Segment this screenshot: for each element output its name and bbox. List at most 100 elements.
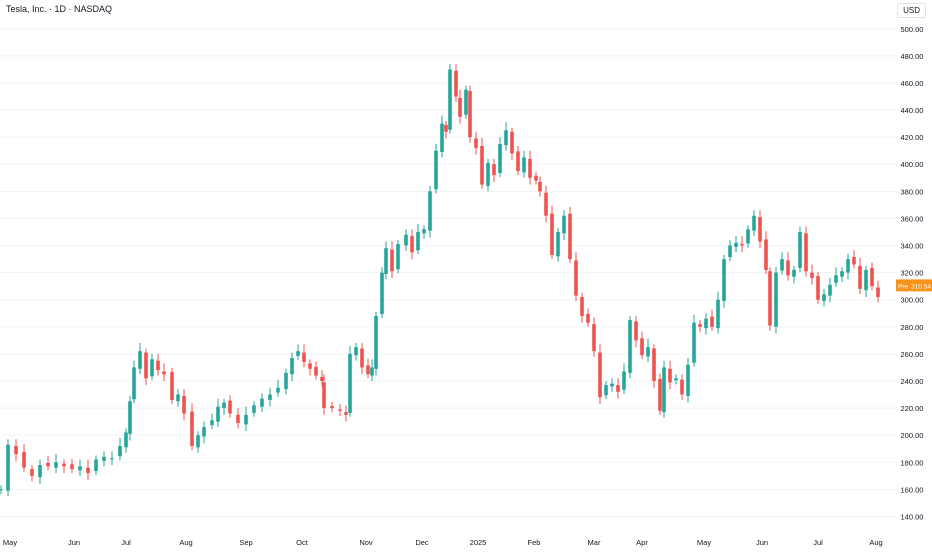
candle-body[interactable] (556, 231, 560, 257)
candle-body[interactable] (86, 467, 90, 474)
candle-body[interactable] (464, 89, 468, 115)
candle-body[interactable] (156, 360, 160, 371)
candle-body[interactable] (616, 385, 620, 392)
candle-body[interactable] (822, 294, 826, 302)
candle-body[interactable] (434, 150, 438, 190)
candle-body[interactable] (634, 321, 638, 341)
candle-body[interactable] (210, 420, 214, 426)
candle-body[interactable] (870, 267, 874, 287)
candle-body[interactable] (528, 158, 532, 178)
candle-body[interactable] (308, 363, 312, 369)
candle-body[interactable] (846, 259, 850, 273)
candle-body[interactable] (580, 296, 584, 316)
candle-body[interactable] (380, 272, 384, 314)
candle-body[interactable] (276, 387, 280, 393)
candle-body[interactable] (150, 359, 154, 377)
candle-body[interactable] (680, 379, 684, 395)
candle-body[interactable] (550, 213, 554, 256)
candle-body[interactable] (786, 260, 790, 276)
candle-body[interactable] (38, 464, 42, 478)
candle-body[interactable] (734, 242, 738, 247)
candle-body[interactable] (674, 378, 678, 381)
candle-body[interactable] (440, 123, 444, 153)
candle-body[interactable] (370, 367, 374, 376)
candle-body[interactable] (422, 229, 426, 234)
candle-body[interactable] (118, 446, 122, 457)
candle-body[interactable] (196, 435, 200, 448)
candle-body[interactable] (652, 348, 656, 381)
candle-body[interactable] (366, 365, 370, 375)
candle-body[interactable] (314, 366, 318, 376)
candle-body[interactable] (138, 351, 142, 369)
candle-body[interactable] (322, 382, 326, 409)
candle-body[interactable] (568, 213, 572, 260)
candle-body[interactable] (516, 151, 520, 172)
candle-body[interactable] (804, 233, 808, 272)
candle-body[interactable] (338, 409, 342, 411)
candle-body[interactable] (428, 191, 432, 231)
candle-body[interactable] (628, 320, 632, 373)
candle-body[interactable] (704, 318, 708, 329)
candle-body[interactable] (354, 347, 358, 356)
candle-body[interactable] (252, 405, 256, 413)
candle-body[interactable] (562, 215, 566, 234)
candle-body[interactable] (330, 406, 334, 409)
candle-body[interactable] (62, 463, 66, 467)
candle-body[interactable] (746, 229, 750, 244)
candle-body[interactable] (492, 164, 496, 176)
candle-body[interactable] (858, 265, 862, 289)
candle-body[interactable] (774, 272, 778, 327)
candle-body[interactable] (22, 452, 26, 468)
candle-body[interactable] (202, 427, 206, 437)
candle-body[interactable] (404, 234, 408, 246)
candle-body[interactable] (0, 489, 3, 491)
candle-body[interactable] (544, 192, 548, 216)
candle-body[interactable] (780, 259, 784, 271)
candle-body[interactable] (692, 322, 696, 363)
candle-body[interactable] (798, 231, 802, 268)
candle-body[interactable] (46, 462, 50, 467)
candle-body[interactable] (30, 469, 34, 476)
candle-body[interactable] (94, 459, 98, 472)
candle-body[interactable] (474, 138, 478, 148)
candle-body[interactable] (110, 458, 114, 460)
candle-body[interactable] (740, 244, 744, 246)
candle-body[interactable] (78, 466, 82, 471)
candle-body[interactable] (384, 248, 388, 274)
candle-body[interactable] (834, 275, 838, 283)
candle-body[interactable] (816, 276, 820, 300)
candle-body[interactable] (686, 364, 690, 396)
candle-body[interactable] (468, 91, 472, 138)
candle-body[interactable] (752, 215, 756, 231)
candle-body[interactable] (698, 324, 702, 327)
candle-body[interactable] (864, 269, 868, 291)
candle-body[interactable] (504, 130, 508, 146)
candle-body[interactable] (444, 124, 448, 132)
candle-body[interactable] (302, 352, 306, 363)
candle-body[interactable] (344, 412, 348, 415)
candle-body[interactable] (658, 378, 662, 411)
candle-body[interactable] (416, 231, 420, 251)
candle-body[interactable] (534, 175, 538, 181)
candle-body[interactable] (360, 348, 364, 368)
candle-body[interactable] (54, 462, 58, 468)
candle-body[interactable] (458, 97, 462, 117)
candle-body[interactable] (622, 371, 626, 390)
candle-body[interactable] (486, 162, 490, 186)
candle-body[interactable] (162, 371, 166, 375)
candle-body[interactable] (170, 372, 174, 400)
candle-body[interactable] (522, 157, 526, 173)
candle-body[interactable] (538, 181, 542, 192)
candle-body[interactable] (810, 272, 814, 279)
candle-body[interactable] (876, 287, 880, 297)
candle-body[interactable] (296, 351, 300, 356)
candle-body[interactable] (216, 406, 220, 422)
currency-label[interactable]: USD (897, 3, 926, 18)
candle-body[interactable] (710, 316, 714, 327)
candle-body[interactable] (144, 352, 148, 379)
candle-body[interactable] (290, 357, 294, 375)
candle-body[interactable] (448, 69, 452, 130)
candle-body[interactable] (480, 145, 484, 185)
candle-body[interactable] (852, 257, 856, 265)
candle-body[interactable] (716, 299, 720, 329)
